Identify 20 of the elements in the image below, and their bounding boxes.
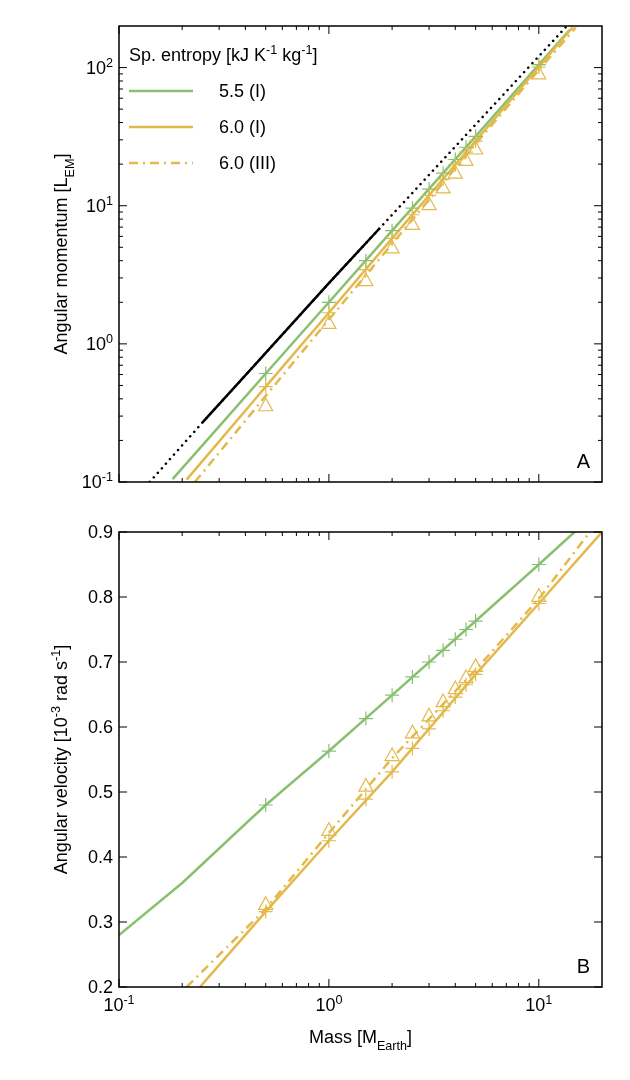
- legend-label: 6.0 (III): [219, 153, 277, 173]
- x-tick-label: 10$^{0}$: [315, 993, 343, 1015]
- legend-label: 6.0 (I): [219, 117, 267, 137]
- y-tick-label: 10$^{1}$: [85, 193, 113, 216]
- y-tick-label: 0.5: [87, 782, 113, 802]
- x-axis-title: Mass [M$_{Earth}$]: [308, 1027, 413, 1053]
- annotation: B: [576, 955, 590, 977]
- y-tick-label: 0.9: [87, 522, 113, 542]
- y-tick-label: 10$^{0}$: [85, 331, 113, 354]
- y-tick-label: 0.7: [87, 652, 113, 672]
- y-tick-label: 10$^{-1}$: [81, 470, 113, 492]
- y-tick-label: 10$^{2}$: [85, 55, 113, 78]
- annotation: A: [576, 450, 591, 472]
- x-tick-label: 10$^{1}$: [525, 993, 553, 1015]
- y-tick-label: 0.8: [87, 587, 113, 607]
- legend-title: Sp. entropy [kJ K$^{-1}$ kg$^{-1}$]: [129, 43, 318, 65]
- y-tick-label: 0.3: [87, 912, 113, 932]
- legend-label: 5.5 (I): [219, 81, 267, 101]
- y-tick-label: 0.4: [87, 847, 113, 867]
- y-tick-label: 0.6: [87, 717, 113, 737]
